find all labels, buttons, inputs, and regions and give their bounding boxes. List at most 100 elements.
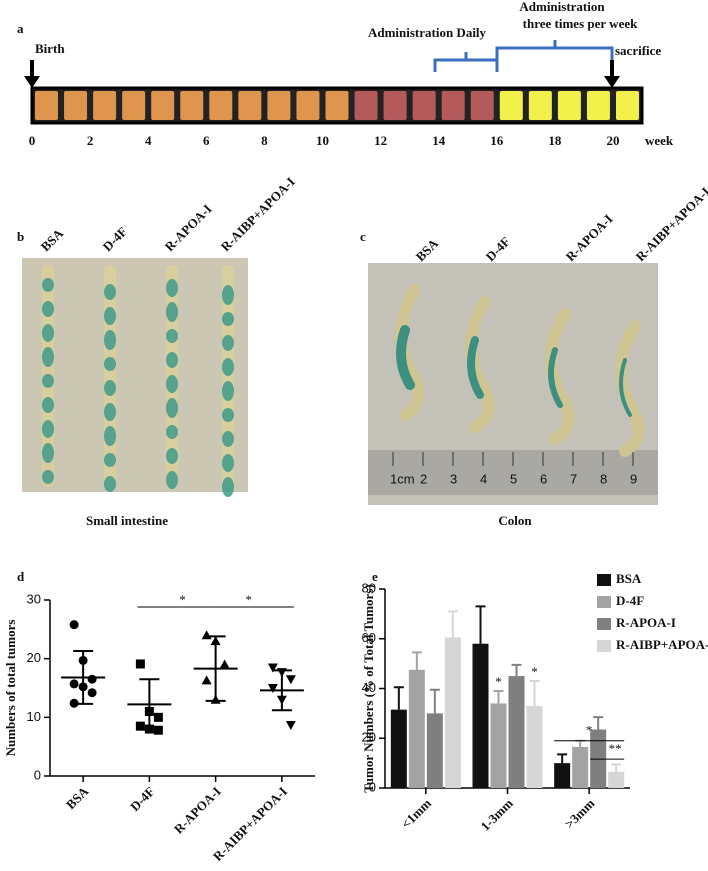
birth-label: Birth <box>35 41 65 56</box>
bar <box>408 669 425 788</box>
point <box>267 663 278 673</box>
stain <box>42 470 54 484</box>
ruler-label: 9 <box>630 471 637 486</box>
y-tick-label: 0 <box>369 779 376 794</box>
small-intestine-photo <box>22 258 248 492</box>
y-tick-label: 60 <box>362 630 376 645</box>
week-tick-label: 12 <box>374 133 387 148</box>
error-bar <box>557 753 568 764</box>
point <box>285 675 296 685</box>
week-tick-label: 2 <box>87 133 94 148</box>
stain <box>42 278 54 292</box>
x-tick-label: <1mm <box>398 796 434 832</box>
arrow-head <box>24 76 40 88</box>
y-tick-label: 40 <box>362 680 376 695</box>
week-box <box>122 91 146 120</box>
point <box>87 688 97 698</box>
stain <box>619 358 632 417</box>
point <box>135 721 145 731</box>
stain <box>222 431 234 447</box>
week-box <box>325 91 349 120</box>
week-box <box>296 91 320 120</box>
group-label: R-APOA-I <box>162 201 215 254</box>
y-tick-label: 30 <box>27 591 41 606</box>
point <box>69 679 79 689</box>
ruler-label: 7 <box>570 471 577 486</box>
three-times-label: Administration <box>519 0 605 14</box>
colon <box>395 284 425 421</box>
error-bar <box>575 739 586 747</box>
error-bar <box>529 680 540 706</box>
week-tick-label: 4 <box>145 133 152 148</box>
point <box>285 720 296 730</box>
bar <box>444 637 461 788</box>
y-axis-label: Numbers of total tumors <box>3 620 18 757</box>
stain <box>166 329 178 343</box>
ruler-label: 1cm <box>390 471 415 486</box>
point <box>201 675 212 685</box>
sd-bar <box>205 635 226 702</box>
stain <box>104 330 116 350</box>
stain <box>166 398 178 418</box>
significance-label: * <box>531 664 538 679</box>
panel-label: c <box>360 229 366 244</box>
stain <box>42 324 54 342</box>
significance-label: * <box>246 592 253 607</box>
ruler-label: 8 <box>600 471 607 486</box>
colon <box>545 308 575 445</box>
stain <box>166 279 178 297</box>
bar <box>608 771 625 788</box>
week-box <box>616 91 639 120</box>
y-tick-label: 80 <box>362 580 376 595</box>
stain <box>467 336 484 399</box>
stain <box>222 358 234 376</box>
week-tick-label: 0 <box>29 133 36 148</box>
stain <box>396 325 415 390</box>
week-box <box>35 91 58 120</box>
stain <box>166 471 178 489</box>
week-box <box>180 91 204 120</box>
week-box <box>267 91 291 120</box>
group-label: R-AIBP+APOA-I <box>633 184 708 264</box>
sd-bar <box>73 650 94 705</box>
week-box <box>586 91 610 120</box>
week-box <box>383 91 407 120</box>
group-label: BSA <box>413 235 442 264</box>
stain <box>42 420 54 438</box>
group-label: R-APOA-I <box>563 211 616 264</box>
ruler-label: 6 <box>540 471 547 486</box>
sacrifice-label: sacrifice <box>615 43 661 58</box>
week-tick-label: 18 <box>548 133 562 148</box>
caption: Colon <box>498 513 532 528</box>
stain <box>222 381 234 401</box>
point <box>219 659 230 669</box>
x-tick-label: R-APOA-I <box>171 784 224 837</box>
point <box>201 630 212 640</box>
stain <box>42 347 54 367</box>
group-label: R-AIBP+APOA-I <box>218 174 298 254</box>
stain <box>222 408 234 422</box>
group-label: BSA <box>38 225 67 254</box>
legend-label: BSA <box>616 571 642 586</box>
error-bar <box>611 763 622 772</box>
stain <box>166 448 178 464</box>
sd-bar <box>271 669 292 712</box>
colon <box>615 320 645 457</box>
daily-label: Administration Daily <box>368 25 487 40</box>
bar <box>526 705 543 788</box>
point <box>87 674 97 684</box>
stain <box>222 335 234 351</box>
stain <box>166 425 178 439</box>
stain <box>104 453 116 467</box>
three-times-label: three times per week <box>523 16 638 31</box>
week-box <box>64 91 88 120</box>
ruler-label: 4 <box>480 471 487 486</box>
week-box <box>499 91 523 120</box>
panel-label: b <box>17 229 24 244</box>
y-tick-label: 20 <box>362 730 376 745</box>
week-box <box>238 91 262 120</box>
stain <box>104 403 116 421</box>
stain <box>104 357 116 371</box>
point <box>135 659 145 669</box>
